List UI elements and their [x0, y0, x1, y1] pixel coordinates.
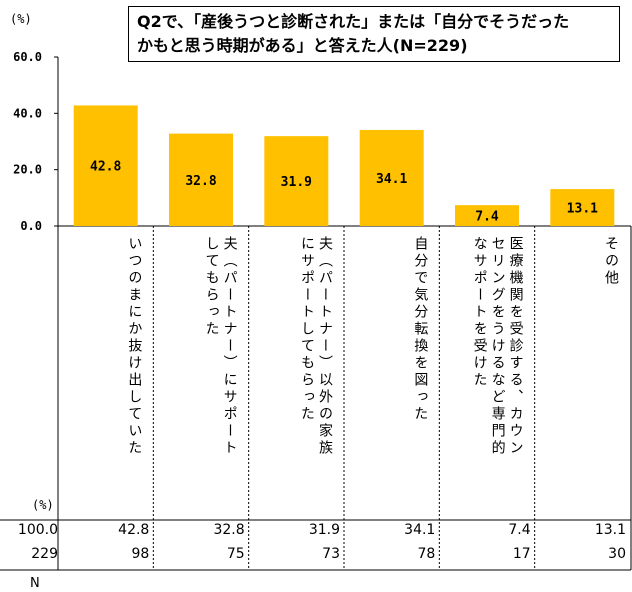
y-tick-label: 60.0: [13, 50, 42, 64]
count-cell: 75: [226, 546, 245, 562]
total-percent: 100.0: [17, 522, 58, 538]
category-label: 夫（パートナー）にサポート してもらった: [199, 236, 239, 504]
y-axis-unit: (%): [10, 12, 32, 26]
category-label-line: その他: [603, 236, 619, 287]
count-cell: 73: [322, 546, 340, 562]
chart-title-line-1: Q2で、「産後うつと診断された」または「自分でそうだった: [137, 12, 570, 31]
bar: [359, 129, 424, 226]
total-count: 229: [31, 546, 58, 562]
chart-title-line-2: かもと思う時期がある」と答えた人(N=229): [137, 36, 468, 55]
category-label-line: にサポートしてもらった: [299, 236, 315, 423]
category-label-line: セリングをうけるなど専門的: [489, 236, 506, 457]
percent-cell: 34.1: [404, 522, 436, 538]
bar-series: [73, 105, 615, 226]
count-cell: 30: [608, 546, 626, 562]
percent-cell: 31.9: [308, 522, 340, 538]
data-label: 42.8: [90, 160, 121, 175]
y-axis-ticks: 0.0 20.0 40.0 60.0: [13, 50, 58, 233]
category-label: その他: [600, 236, 620, 504]
percent-unit-label: (%): [32, 498, 54, 512]
category-label: 夫（パートナー）以外の家族 にサポートしてもらった: [294, 236, 334, 504]
data-labels: 42.8 32.8 31.9 34.1 7.4 13.1: [90, 160, 598, 225]
percent-cell: 7.4: [508, 522, 531, 538]
percent-cell: 32.8: [213, 522, 245, 538]
count-cell: 17: [512, 546, 531, 562]
category-label-line: いつのまにか抜け出していた: [126, 236, 143, 457]
chart-frame: [0, 57, 632, 571]
bar: [455, 205, 519, 226]
data-label: 32.8: [185, 174, 216, 189]
category-label-line: 自分で気分転換を図った: [412, 236, 429, 423]
category-label-line: 夫（パートナー）以外の家族: [317, 236, 333, 457]
category-label-line: 夫（パートナー）にサポート: [221, 236, 238, 457]
category-label: いつのまにか抜け出していた: [123, 236, 143, 504]
y-tick-label: 40.0: [13, 106, 42, 120]
bar: [264, 136, 329, 226]
bar: [169, 133, 233, 226]
y-tick-label: 20.0: [13, 163, 42, 177]
data-label: 13.1: [567, 202, 598, 217]
count-cell: 98: [131, 546, 150, 562]
n-label: N: [30, 576, 40, 591]
category-label: 自分で気分転換を図った: [409, 236, 429, 504]
data-label: 7.4: [475, 210, 499, 225]
data-label: 34.1: [376, 172, 407, 187]
bar: [550, 189, 615, 226]
chart-title: Q2で、「産後うつと診断された」または「自分でそうだった かもと思う時期がある」…: [128, 6, 620, 62]
count-cell: 78: [417, 546, 436, 562]
percent-cell: 42.8: [118, 522, 150, 538]
y-tick-label: 0.0: [20, 219, 42, 233]
category-label-line: してもらった: [203, 236, 220, 338]
bar: [73, 105, 138, 226]
data-label: 31.9: [281, 175, 312, 190]
percent-cell: 13.1: [594, 522, 626, 538]
category-label: 医療機関を受診する、カウン セリングをうけるなど専門的 なサポートを受けた: [465, 236, 525, 504]
category-label-line: なサポートを受けた: [471, 236, 488, 389]
category-label-line: 医療機関を受診する、カウン: [507, 236, 524, 457]
